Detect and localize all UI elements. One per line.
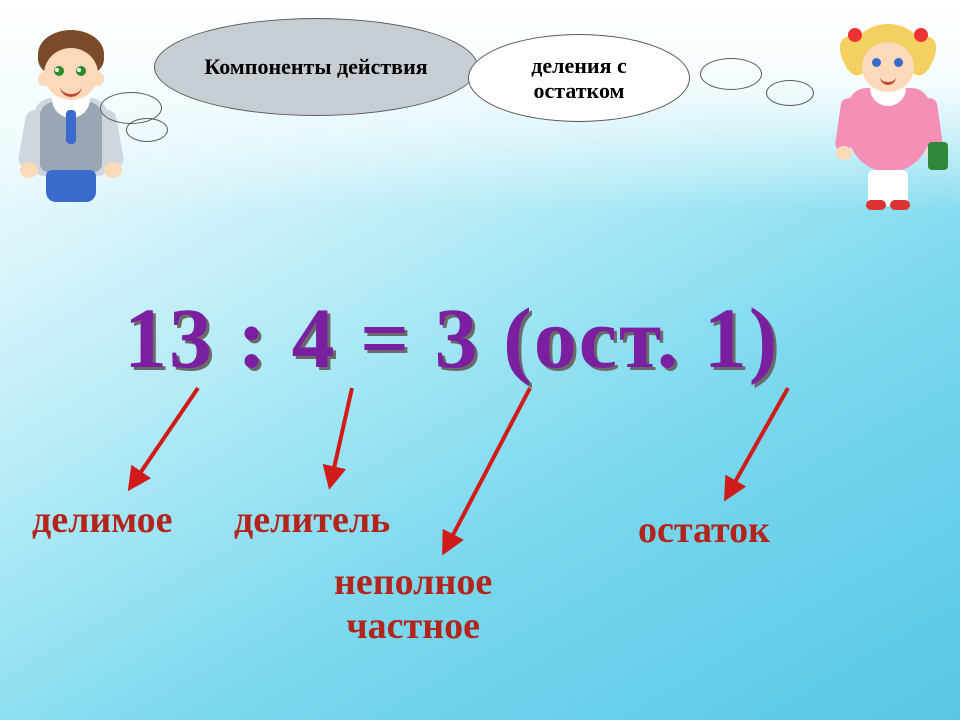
label-remainder: остаток xyxy=(638,508,770,552)
title-text-2: деления с остатком xyxy=(531,53,627,104)
arrow-remainder xyxy=(726,388,788,498)
label-divisor: делитель xyxy=(234,498,390,542)
slide-stage: Компоненты действия деления с остатком 1… xyxy=(0,0,960,720)
title-cloud-1: Компоненты действия xyxy=(154,18,478,116)
girl-character xyxy=(830,24,950,214)
decor-bubble xyxy=(126,118,168,142)
title-cloud-2: деления с остатком xyxy=(468,34,690,122)
arrow-dividend xyxy=(130,388,198,488)
arrow-divisor xyxy=(330,388,352,486)
label-quotient: неполное частное xyxy=(334,560,492,648)
decor-bubble xyxy=(766,80,814,106)
equation-text: 13 : 4 = 3 (ост. 1) xyxy=(124,288,779,388)
label-dividend: делимое xyxy=(32,498,173,542)
decor-bubble xyxy=(700,58,762,90)
arrow-quotient xyxy=(444,388,530,552)
title-text-1: Компоненты действия xyxy=(204,54,427,79)
